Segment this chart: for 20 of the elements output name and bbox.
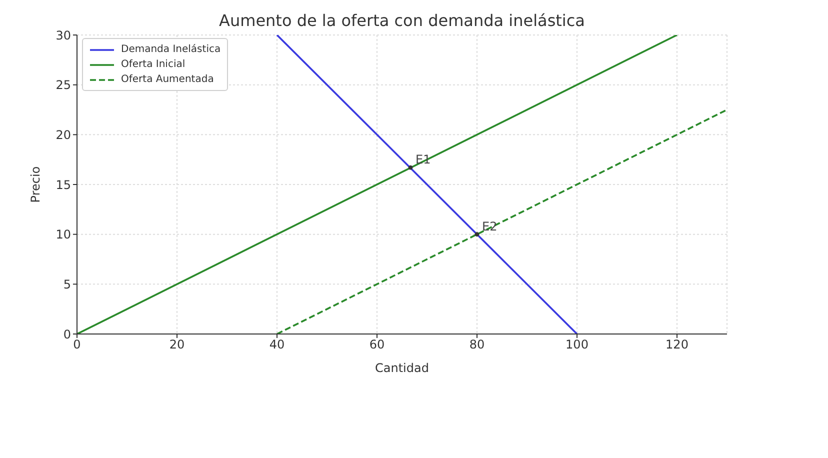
legend-label: Demanda Inelástica [121,43,221,57]
y-tick-label: 0 [63,327,71,342]
y-tick-label: 5 [63,277,71,292]
x-axis-title: Cantidad [375,361,429,375]
y-axis-title: Precio [28,166,42,203]
legend-label: Oferta Inicial [121,58,186,72]
x-tick-label: 100 [566,338,588,352]
y-tick-label: 15 [56,178,71,192]
x-tick-label: 80 [469,338,485,352]
x-tick-label: 40 [269,338,285,352]
legend-label: Oferta Aumentada [121,73,214,87]
x-tick-label: 120 [666,338,688,352]
y-tick-label: 30 [56,28,71,42]
x-tick-label: 0 [73,338,81,352]
x-tick-label: 60 [369,338,385,352]
y-tick-label: 10 [56,228,71,242]
chart-title: Aumento de la oferta con demanda inelástica [218,11,586,30]
y-tick-label: 20 [56,128,71,142]
y-tick-label: 25 [56,78,71,92]
x-tick-label: 20 [169,338,185,352]
